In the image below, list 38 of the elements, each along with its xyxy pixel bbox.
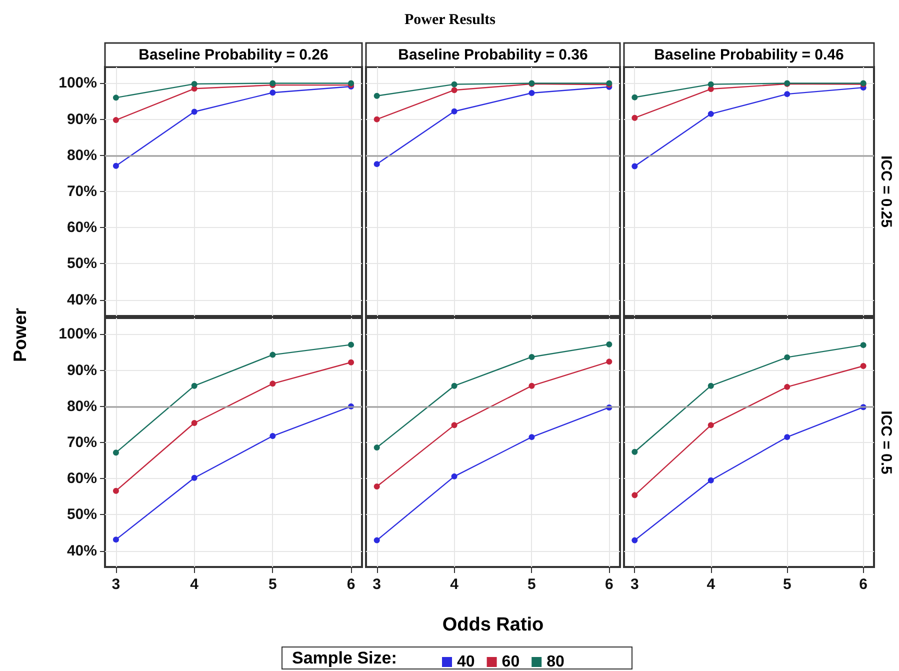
x-axis-title: Odds Ratio [442, 614, 544, 636]
y-tick-label: 40% [66, 291, 97, 308]
y-tick-label: 80% [66, 398, 97, 415]
y-tick-label: 70% [66, 434, 97, 451]
x-tick-label: 4 [190, 576, 200, 593]
y-tick-label: 90% [66, 362, 97, 379]
y-tick-label: 60% [66, 219, 97, 236]
x-tick-label: 6 [604, 576, 614, 593]
y2-axis-title: ICC = 0.5 [878, 410, 894, 474]
legend-label: 60 [502, 654, 520, 670]
y-tick-label: 50% [66, 506, 97, 524]
y-tick-label: 60% [66, 470, 97, 488]
x-tick-label: 5 [268, 576, 277, 593]
y-axis-title: Power [10, 308, 30, 362]
x-tick-label: 4 [450, 576, 460, 593]
x-tick-label: 6 [859, 576, 868, 593]
x-tick-label: 5 [782, 576, 792, 593]
y-tick-label: 70% [66, 183, 97, 200]
chart-subtitle: Baseline Probability = 0.36 [398, 46, 588, 64]
y2-axis-title: ICC = 0.25 [878, 155, 894, 228]
y-tick-label: 100% [58, 74, 97, 92]
chart-title: Power Results [404, 12, 496, 28]
y-tick-label: 80% [66, 146, 97, 164]
y-tick-label: 50% [66, 255, 97, 272]
chart-subtitle: Baseline Probability = 0.46 [654, 46, 844, 64]
x-tick-label: 3 [630, 576, 639, 593]
x-tick-label: 4 [706, 576, 716, 593]
x-tick-label: 6 [346, 576, 356, 593]
y-tick-label: 90% [66, 110, 97, 128]
legend-title: Sample Size: [292, 648, 397, 668]
y-tick-label: 100% [58, 326, 97, 343]
legend-label: 80 [546, 654, 564, 670]
x-tick-label: 5 [528, 576, 536, 593]
x-tick-label: 3 [372, 576, 382, 593]
x-tick-label: 3 [112, 576, 120, 593]
chart-subtitle: Baseline Probability = 0.26 [138, 46, 328, 64]
y-tick-label: 40% [66, 542, 97, 560]
legend-label: 40 [457, 654, 475, 670]
